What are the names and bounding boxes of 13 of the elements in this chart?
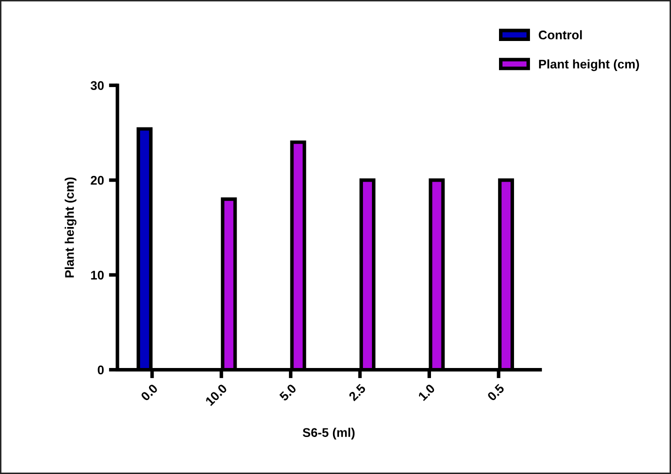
y-tick-label: 0 [98,366,104,374]
y-tick-label: 30 [90,81,104,90]
x-tick-label: 0.5 [486,383,505,402]
y-tick-label: 10 [91,270,104,280]
legend-label: Plant height (cm) [539,59,640,72]
x-tick-label: 1.0 [418,384,436,402]
legend-label: Control [538,30,582,40]
y-tick-label: 20 [90,176,104,185]
y-axis-title: Plant height (cm) [64,177,76,278]
x-tick-label: 2.5 [348,383,366,402]
x-tick-label: 5.0 [278,384,297,402]
x-tick-label: 0.0 [140,384,158,402]
x-axis-title: S6-5 (ml) [302,428,355,440]
